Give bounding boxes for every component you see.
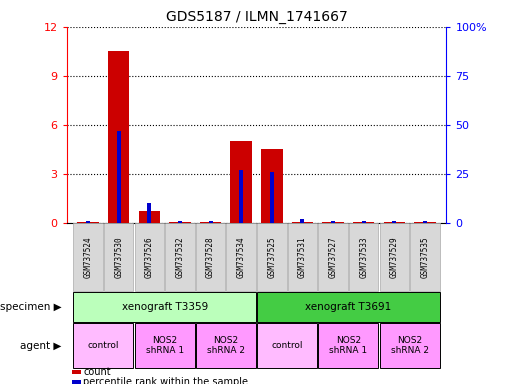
Text: xenograft T3691: xenograft T3691: [305, 302, 391, 312]
Title: GDS5187 / ILMN_1741667: GDS5187 / ILMN_1741667: [166, 10, 347, 25]
Text: GSM737528: GSM737528: [206, 237, 215, 278]
Bar: [239, 170, 243, 223]
FancyBboxPatch shape: [73, 323, 133, 368]
Text: control: control: [271, 341, 303, 350]
FancyBboxPatch shape: [104, 223, 133, 291]
FancyBboxPatch shape: [227, 223, 256, 291]
Text: NOS2
shRNA 1: NOS2 shRNA 1: [146, 336, 184, 355]
Text: GSM737526: GSM737526: [145, 237, 154, 278]
Bar: [77, 222, 99, 223]
FancyBboxPatch shape: [257, 323, 317, 368]
Text: NOS2
shRNA 1: NOS2 shRNA 1: [329, 336, 367, 355]
Text: GSM737527: GSM737527: [328, 237, 338, 278]
Bar: [414, 222, 436, 223]
Bar: [301, 219, 304, 223]
FancyBboxPatch shape: [349, 223, 379, 291]
FancyBboxPatch shape: [134, 223, 164, 291]
FancyBboxPatch shape: [319, 323, 379, 368]
Bar: [169, 222, 191, 223]
FancyBboxPatch shape: [73, 223, 103, 291]
Bar: [392, 221, 396, 223]
Bar: [261, 149, 283, 223]
Text: GSM737534: GSM737534: [236, 237, 246, 278]
Bar: [270, 172, 274, 223]
FancyBboxPatch shape: [134, 323, 194, 368]
FancyBboxPatch shape: [410, 223, 440, 291]
Text: GSM737525: GSM737525: [267, 237, 277, 278]
FancyBboxPatch shape: [380, 323, 440, 368]
Text: GSM737529: GSM737529: [390, 237, 399, 278]
Text: GSM737533: GSM737533: [359, 237, 368, 278]
Bar: [147, 203, 151, 223]
Bar: [108, 51, 129, 223]
Text: GSM737531: GSM737531: [298, 237, 307, 278]
Bar: [86, 221, 90, 223]
FancyBboxPatch shape: [196, 323, 256, 368]
Bar: [209, 221, 212, 223]
Bar: [200, 222, 221, 223]
Bar: [322, 222, 344, 223]
Text: percentile rank within the sample: percentile rank within the sample: [83, 377, 248, 384]
Bar: [362, 221, 366, 223]
Text: GSM737530: GSM737530: [114, 237, 123, 278]
Bar: [353, 222, 374, 223]
Text: NOS2
shRNA 2: NOS2 shRNA 2: [390, 336, 428, 355]
FancyBboxPatch shape: [319, 223, 348, 291]
Bar: [423, 221, 427, 223]
FancyBboxPatch shape: [380, 223, 409, 291]
Text: agent ▶: agent ▶: [20, 341, 62, 351]
FancyBboxPatch shape: [73, 293, 256, 322]
Text: GSM737532: GSM737532: [175, 237, 185, 278]
FancyBboxPatch shape: [257, 223, 286, 291]
FancyBboxPatch shape: [165, 223, 194, 291]
FancyBboxPatch shape: [196, 223, 225, 291]
Bar: [384, 222, 405, 223]
Bar: [139, 211, 160, 223]
FancyBboxPatch shape: [257, 293, 440, 322]
Bar: [117, 131, 121, 223]
Bar: [331, 221, 335, 223]
Text: specimen ▶: specimen ▶: [0, 302, 62, 312]
Text: control: control: [88, 341, 119, 350]
Text: xenograft T3359: xenograft T3359: [122, 302, 208, 312]
Bar: [230, 141, 252, 223]
FancyBboxPatch shape: [288, 223, 317, 291]
Text: NOS2
shRNA 2: NOS2 shRNA 2: [207, 336, 245, 355]
Text: GSM737535: GSM737535: [420, 237, 429, 278]
Text: GSM737524: GSM737524: [84, 237, 93, 278]
Text: count: count: [83, 367, 111, 377]
Bar: [292, 222, 313, 223]
Bar: [178, 221, 182, 223]
